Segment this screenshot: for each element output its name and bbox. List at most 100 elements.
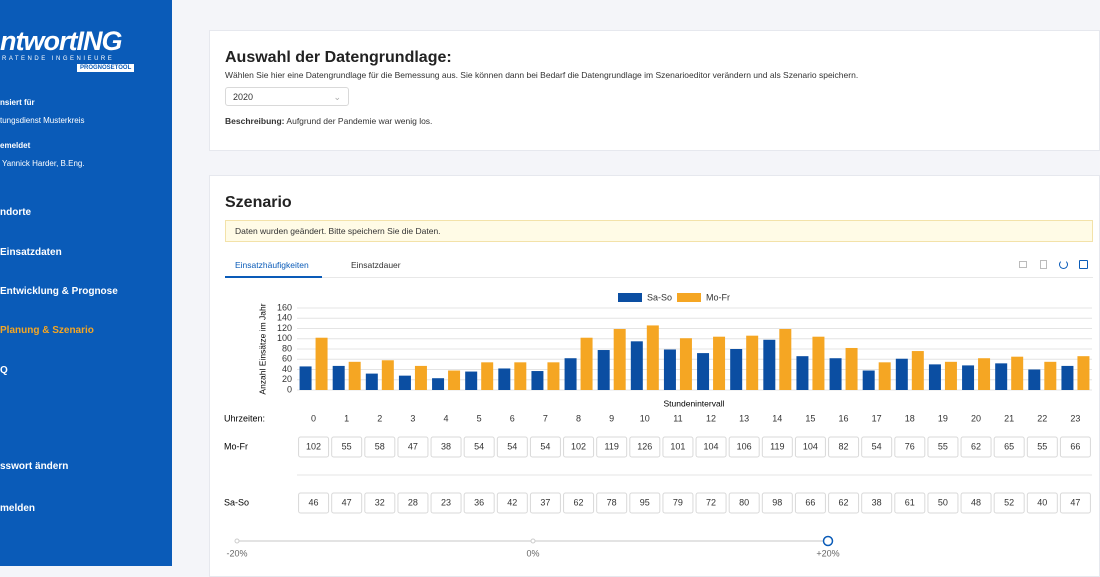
input-box[interactable]: [794, 436, 826, 458]
bar: [812, 336, 825, 390]
input-box[interactable]: [596, 436, 628, 458]
input-box[interactable]: [563, 492, 595, 514]
input-box[interactable]: [1059, 492, 1091, 514]
input-box[interactable]: [397, 436, 429, 458]
input-value: 119: [770, 441, 784, 451]
input-box[interactable]: [463, 492, 495, 514]
x-tick-label: 20: [971, 413, 981, 423]
input-box[interactable]: [430, 492, 462, 514]
x-tick-label: 21: [1004, 413, 1014, 423]
input-box[interactable]: [1059, 436, 1091, 458]
input-value: 95: [640, 497, 650, 507]
input-value: 61: [905, 497, 915, 507]
input-box[interactable]: [728, 436, 760, 458]
input-box[interactable]: [927, 492, 959, 514]
input-box[interactable]: [629, 492, 661, 514]
input-box[interactable]: [430, 436, 462, 458]
input-box[interactable]: [331, 492, 363, 514]
x-tick-label: 5: [477, 413, 482, 423]
delete-icon[interactable]: [1040, 260, 1047, 269]
select[interactable]: 2020 ⌄: [225, 87, 349, 106]
menu-item[interactable]: melden: [0, 503, 36, 514]
bar: [911, 351, 924, 390]
menu-item[interactable]: Entwicklung & Prognose: [0, 286, 118, 297]
input-box[interactable]: [364, 492, 396, 514]
input-box[interactable]: [463, 436, 495, 458]
input-box[interactable]: [298, 436, 330, 458]
input-value: 23: [441, 497, 451, 507]
input-box[interactable]: [1026, 436, 1058, 458]
input-box[interactable]: [761, 492, 793, 514]
input-box[interactable]: [695, 436, 727, 458]
x-tick-label: 22: [1037, 413, 1047, 423]
input-box[interactable]: [298, 492, 330, 514]
input-box[interactable]: [596, 492, 628, 514]
title: Szenario: [225, 194, 292, 211]
input-box[interactable]: [1026, 492, 1058, 514]
input-box[interactable]: [828, 492, 860, 514]
x-tick-label: 19: [938, 413, 948, 423]
input-box[interactable]: [331, 436, 363, 458]
x-tick-label: 0: [311, 413, 316, 423]
input-box[interactable]: [496, 436, 528, 458]
text: tungsdienst Musterkreis: [0, 116, 85, 125]
bar: [1044, 361, 1057, 390]
legend-swatch: [618, 293, 642, 302]
input-box[interactable]: [397, 492, 429, 514]
menu-item[interactable]: Q: [0, 365, 8, 376]
input-box[interactable]: [496, 492, 528, 514]
input-box[interactable]: [894, 436, 926, 458]
tab[interactable]: Einsatzdauer: [351, 260, 401, 270]
input-box[interactable]: [861, 492, 893, 514]
logo: ntwortING: [0, 26, 122, 56]
input-box[interactable]: [629, 436, 661, 458]
label: emeldet: [0, 141, 31, 150]
info-label: Beschreibung:: [225, 116, 285, 126]
input-box[interactable]: [662, 436, 694, 458]
input-box[interactable]: [662, 492, 694, 514]
input-value: 102: [571, 441, 586, 451]
input-box[interactable]: [529, 492, 561, 514]
slider-label: +20%: [816, 548, 839, 558]
menu-item[interactable]: sswort ändern: [0, 461, 69, 472]
tab-active[interactable]: Einsatzhäufigkeiten: [235, 260, 309, 270]
input-box[interactable]: [960, 436, 992, 458]
input-box[interactable]: [861, 436, 893, 458]
input-value: 76: [905, 441, 915, 451]
input-box[interactable]: [960, 492, 992, 514]
input-box[interactable]: [927, 436, 959, 458]
input-value: 54: [474, 441, 484, 451]
input-box[interactable]: [993, 436, 1025, 458]
menu-item-active[interactable]: Planung & Szenario: [0, 325, 94, 336]
input-box[interactable]: [728, 492, 760, 514]
input-box[interactable]: [364, 436, 396, 458]
input-box[interactable]: [894, 492, 926, 514]
menu-item[interactable]: Einsatzdaten: [0, 247, 62, 258]
input-box[interactable]: [828, 436, 860, 458]
menu-item[interactable]: ndorte: [0, 207, 32, 218]
input-value: 28: [408, 497, 418, 507]
reset-icon[interactable]: [1059, 260, 1068, 269]
bar: [398, 375, 411, 390]
slider-handle[interactable]: [822, 535, 834, 547]
input-box[interactable]: [529, 436, 561, 458]
input-box[interactable]: [695, 492, 727, 514]
bar: [862, 370, 875, 390]
bar: [962, 365, 975, 390]
save-icon[interactable]: [1079, 260, 1088, 269]
input-value: 42: [507, 497, 517, 507]
print-icon[interactable]: [1019, 261, 1027, 268]
input-value: 66: [805, 497, 815, 507]
badge: PROGNOSETOOL: [77, 64, 135, 72]
input-box[interactable]: [761, 436, 793, 458]
x-tick-label: 8: [576, 413, 581, 423]
y-tick-label: 140: [277, 313, 292, 323]
input-box[interactable]: [794, 492, 826, 514]
bar: [1028, 369, 1041, 390]
input-box[interactable]: [563, 436, 595, 458]
input-value: 40: [1037, 497, 1047, 507]
input-value: 55: [1037, 441, 1047, 451]
input-value: 47: [408, 441, 418, 451]
input-box[interactable]: [993, 492, 1025, 514]
